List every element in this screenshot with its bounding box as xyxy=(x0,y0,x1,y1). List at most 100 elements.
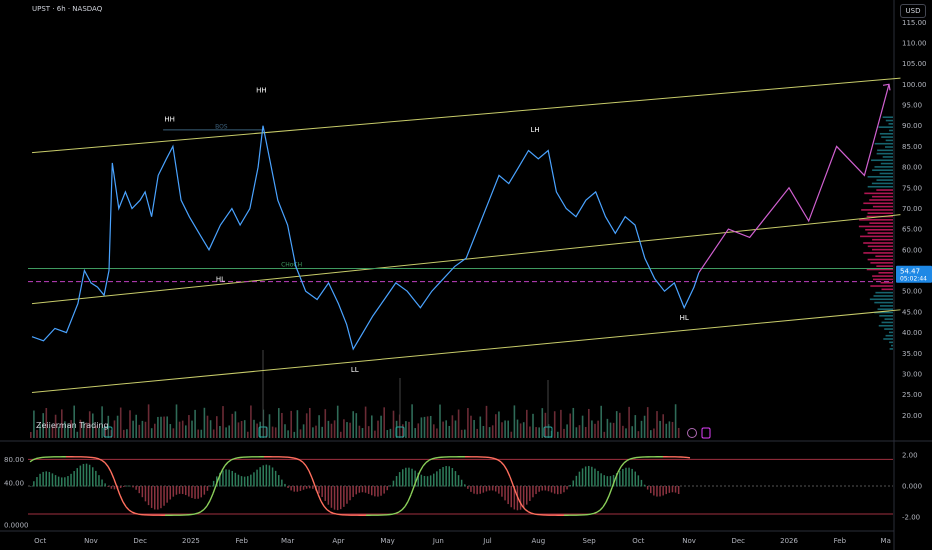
time-tick-label: Dec xyxy=(731,537,745,545)
osc-bar xyxy=(287,486,289,488)
osc-line-segment xyxy=(116,486,121,496)
volume-bar xyxy=(119,407,122,438)
volume-bar xyxy=(70,420,72,438)
osc-line-segment xyxy=(107,466,112,473)
osc-bar xyxy=(54,475,57,487)
osc-bar xyxy=(281,479,283,487)
profile-bar xyxy=(865,228,893,231)
profile-bar xyxy=(880,281,893,284)
osc-line-segment xyxy=(311,477,316,487)
osc-bar xyxy=(228,469,230,487)
volume-bar xyxy=(197,429,199,438)
volume-bar xyxy=(597,420,599,438)
volume-bar xyxy=(268,414,271,438)
currency-button[interactable]: USD xyxy=(900,4,926,18)
osc-line-segment xyxy=(596,509,601,513)
volume-bar xyxy=(157,416,159,438)
volume-bar xyxy=(420,417,423,438)
volume-bar xyxy=(448,425,451,438)
volume-bar xyxy=(541,408,544,438)
volume-bar xyxy=(572,407,575,438)
volume-bar xyxy=(625,428,627,438)
volume-bar xyxy=(414,428,416,438)
volume-bar xyxy=(646,407,649,438)
profile-bar xyxy=(884,318,893,320)
osc-bar xyxy=(504,486,506,501)
profile-bar xyxy=(870,262,893,264)
channel-line-upper xyxy=(31,77,901,154)
osc-bar xyxy=(519,486,522,510)
osc-bar xyxy=(429,475,432,487)
osc-line-segment xyxy=(203,505,208,510)
volume-bar xyxy=(287,430,289,438)
price-tick-label: 25.00 xyxy=(902,391,922,399)
volume-bar xyxy=(346,422,348,438)
volume-bar xyxy=(392,410,395,438)
osc-line-segment xyxy=(590,512,595,515)
osc-line-segment xyxy=(413,478,418,487)
osc-line-segment xyxy=(611,479,616,488)
osc-bar xyxy=(423,475,426,487)
osc-bar xyxy=(95,470,97,487)
osc-bar xyxy=(76,468,78,487)
volume-bar xyxy=(609,422,612,438)
osc-line-segment xyxy=(122,501,127,508)
osc-bar xyxy=(278,475,280,487)
volume-bar xyxy=(395,420,398,438)
osc-bar xyxy=(460,479,463,487)
volume-bar xyxy=(64,421,66,438)
osc-bar xyxy=(336,486,339,511)
volume-bar xyxy=(253,419,255,438)
time-tick-label: 2026 xyxy=(780,537,798,545)
osc-line-segment xyxy=(215,477,220,486)
time-tick-label: Nov xyxy=(682,537,696,545)
volume-bar xyxy=(147,404,150,438)
profile-bar xyxy=(879,172,893,175)
osc-bar xyxy=(569,485,571,487)
osc-line-segment xyxy=(533,513,538,516)
osc-bar xyxy=(101,479,103,487)
osc-bar xyxy=(454,471,457,487)
volume-bar xyxy=(318,415,320,438)
osc-bar xyxy=(600,473,602,487)
osc-bar xyxy=(256,469,258,487)
volume-bar xyxy=(569,413,571,438)
osc-bar xyxy=(510,486,512,508)
volume-bar xyxy=(454,420,457,438)
profile-bar xyxy=(885,119,893,122)
osc-bar xyxy=(312,486,314,489)
osc-bar xyxy=(488,486,491,491)
profile-bar xyxy=(885,334,893,337)
profile-bar xyxy=(863,242,893,244)
osc-bar xyxy=(222,470,224,487)
profile-bar xyxy=(878,126,893,128)
osc-bar xyxy=(188,486,190,497)
volume-bar xyxy=(327,420,330,438)
volume-bar xyxy=(578,425,581,438)
price-line xyxy=(31,125,700,351)
time-tick-label: Jun xyxy=(432,537,444,545)
osc-bar xyxy=(588,465,590,487)
osc-bar xyxy=(547,486,550,492)
volume-bar xyxy=(206,415,209,438)
osc-bar xyxy=(138,486,140,494)
osc-line-segment xyxy=(35,457,40,460)
osc-line-segment xyxy=(317,493,322,502)
volume-bar xyxy=(563,428,565,438)
osc-bar xyxy=(578,471,581,487)
volume-bar xyxy=(281,412,283,438)
osc-bar xyxy=(166,486,168,503)
osc-line-segment xyxy=(332,512,337,515)
volume-bar xyxy=(535,427,537,438)
osc-bar xyxy=(98,475,100,487)
volume-bar xyxy=(510,431,513,438)
volume-bar xyxy=(436,428,438,438)
volume-bar xyxy=(126,429,128,438)
osc-line-segment xyxy=(134,512,139,515)
osc-bar xyxy=(349,486,351,501)
channel-line-lower xyxy=(31,309,901,394)
profile-bar xyxy=(877,149,893,152)
volume-bar xyxy=(429,415,432,438)
osc-bar xyxy=(64,477,66,487)
